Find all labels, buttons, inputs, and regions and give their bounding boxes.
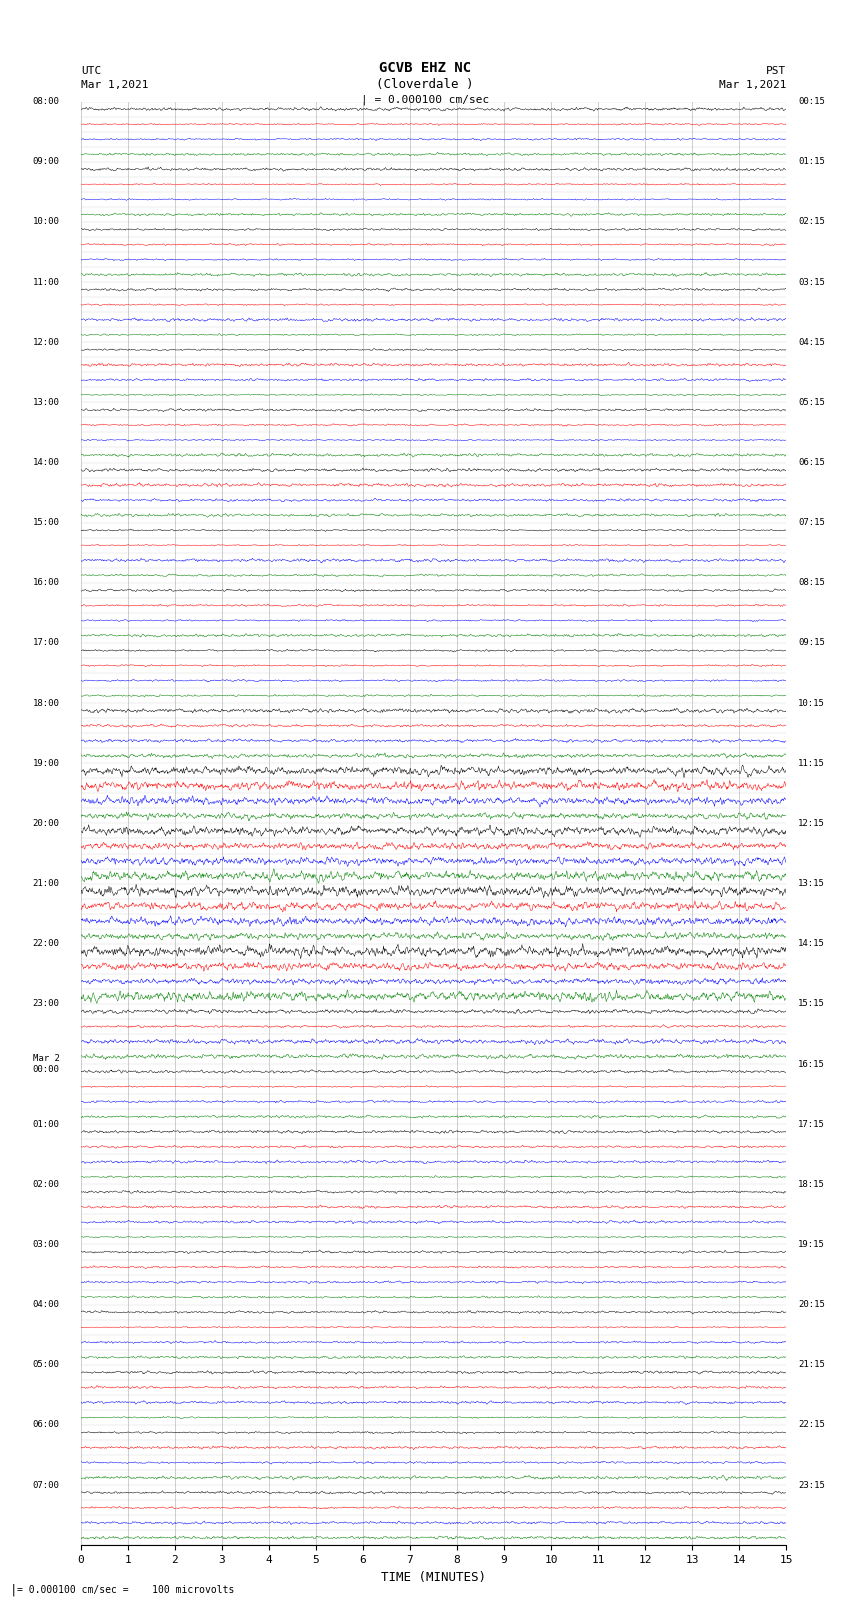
Text: 20:15: 20:15 [798,1300,824,1310]
X-axis label: TIME (MINUTES): TIME (MINUTES) [381,1571,486,1584]
Text: 01:00: 01:00 [32,1119,60,1129]
Text: 23:15: 23:15 [798,1481,824,1489]
Text: Mar 1,2021: Mar 1,2021 [719,81,786,90]
Text: 02:00: 02:00 [32,1179,60,1189]
Text: 16:00: 16:00 [32,579,60,587]
Text: 09:00: 09:00 [32,158,60,166]
Text: 00:15: 00:15 [798,97,824,106]
Text: 14:00: 14:00 [32,458,60,468]
Text: 18:15: 18:15 [798,1179,824,1189]
Text: 06:15: 06:15 [798,458,824,468]
Text: 01:15: 01:15 [798,158,824,166]
Text: UTC: UTC [81,66,101,76]
Text: Mar 2
00:00: Mar 2 00:00 [32,1055,60,1074]
Text: 13:15: 13:15 [798,879,824,889]
Text: 06:00: 06:00 [32,1421,60,1429]
Text: 15:15: 15:15 [798,1000,824,1008]
Text: 17:00: 17:00 [32,639,60,647]
Text: 22:15: 22:15 [798,1421,824,1429]
Text: |: | [10,1584,18,1597]
Text: 15:00: 15:00 [32,518,60,527]
Text: (Cloverdale ): (Cloverdale ) [377,77,473,90]
Text: 18:00: 18:00 [32,698,60,708]
Text: 21:00: 21:00 [32,879,60,889]
Text: 10:00: 10:00 [32,218,60,226]
Text: 05:15: 05:15 [798,398,824,406]
Text: 03:15: 03:15 [798,277,824,287]
Text: 11:00: 11:00 [32,277,60,287]
Text: 22:00: 22:00 [32,939,60,948]
Text: 11:15: 11:15 [798,758,824,768]
Text: 21:15: 21:15 [798,1360,824,1369]
Text: 10:15: 10:15 [798,698,824,708]
Text: 04:15: 04:15 [798,337,824,347]
Text: 23:00: 23:00 [32,1000,60,1008]
Text: 07:15: 07:15 [798,518,824,527]
Text: 17:15: 17:15 [798,1119,824,1129]
Text: 19:00: 19:00 [32,758,60,768]
Text: 12:15: 12:15 [798,819,824,827]
Text: 19:15: 19:15 [798,1240,824,1248]
Text: = 0.000100 cm/sec =    100 microvolts: = 0.000100 cm/sec = 100 microvolts [17,1586,235,1595]
Text: 12:00: 12:00 [32,337,60,347]
Text: 08:15: 08:15 [798,579,824,587]
Text: 07:00: 07:00 [32,1481,60,1489]
Text: 04:00: 04:00 [32,1300,60,1310]
Text: 08:00: 08:00 [32,97,60,106]
Text: 03:00: 03:00 [32,1240,60,1248]
Text: 02:15: 02:15 [798,218,824,226]
Text: 09:15: 09:15 [798,639,824,647]
Text: 13:00: 13:00 [32,398,60,406]
Text: 14:15: 14:15 [798,939,824,948]
Text: 20:00: 20:00 [32,819,60,827]
Text: Mar 1,2021: Mar 1,2021 [81,81,148,90]
Text: PST: PST [766,66,786,76]
Text: GCVB EHZ NC: GCVB EHZ NC [379,61,471,76]
Text: 05:00: 05:00 [32,1360,60,1369]
Text: 16:15: 16:15 [798,1060,824,1068]
Text: | = 0.000100 cm/sec: | = 0.000100 cm/sec [361,94,489,105]
